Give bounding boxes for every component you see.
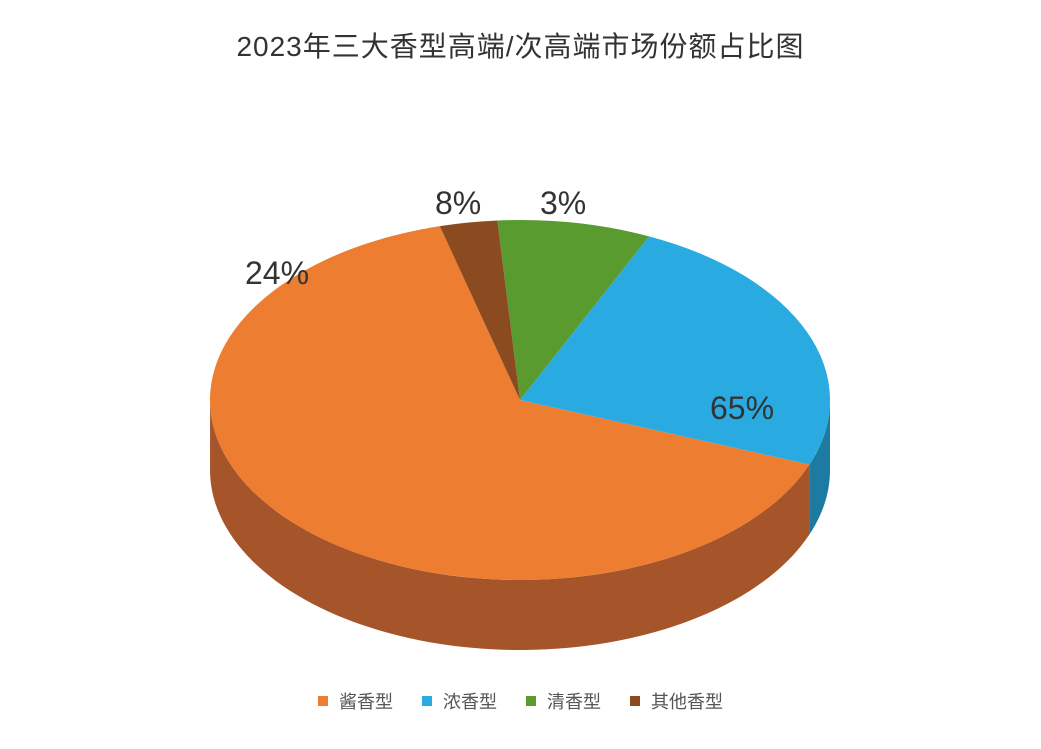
legend-item-0: 酱香型 xyxy=(318,688,393,714)
legend-label-0: 酱香型 xyxy=(339,692,393,712)
legend-swatch-3 xyxy=(630,696,640,706)
legend-item-3: 其他香型 xyxy=(630,688,723,714)
chart-container: 2023年三大香型高端/次高端市场份额占比图 65% 24% 8% 3% 酱香型… xyxy=(0,0,1041,749)
legend-swatch-0 xyxy=(318,696,328,706)
legend-swatch-2 xyxy=(526,696,536,706)
chart-title: 2023年三大香型高端/次高端市场份额占比图 xyxy=(0,25,1041,65)
legend-swatch-1 xyxy=(422,696,432,706)
slice-label-1: 24% xyxy=(245,255,309,292)
legend: 酱香型 浓香型 清香型 其他香型 xyxy=(0,688,1041,714)
legend-item-2: 清香型 xyxy=(526,688,601,714)
legend-item-1: 浓香型 xyxy=(422,688,497,714)
legend-label-1: 浓香型 xyxy=(443,692,497,712)
slice-label-2: 8% xyxy=(435,185,481,222)
slice-label-0: 65% xyxy=(710,390,774,427)
legend-label-2: 清香型 xyxy=(547,692,601,712)
slice-label-3: 3% xyxy=(540,185,586,222)
pie-chart: 65% 24% 8% 3% xyxy=(0,100,1041,650)
legend-label-3: 其他香型 xyxy=(651,692,723,712)
